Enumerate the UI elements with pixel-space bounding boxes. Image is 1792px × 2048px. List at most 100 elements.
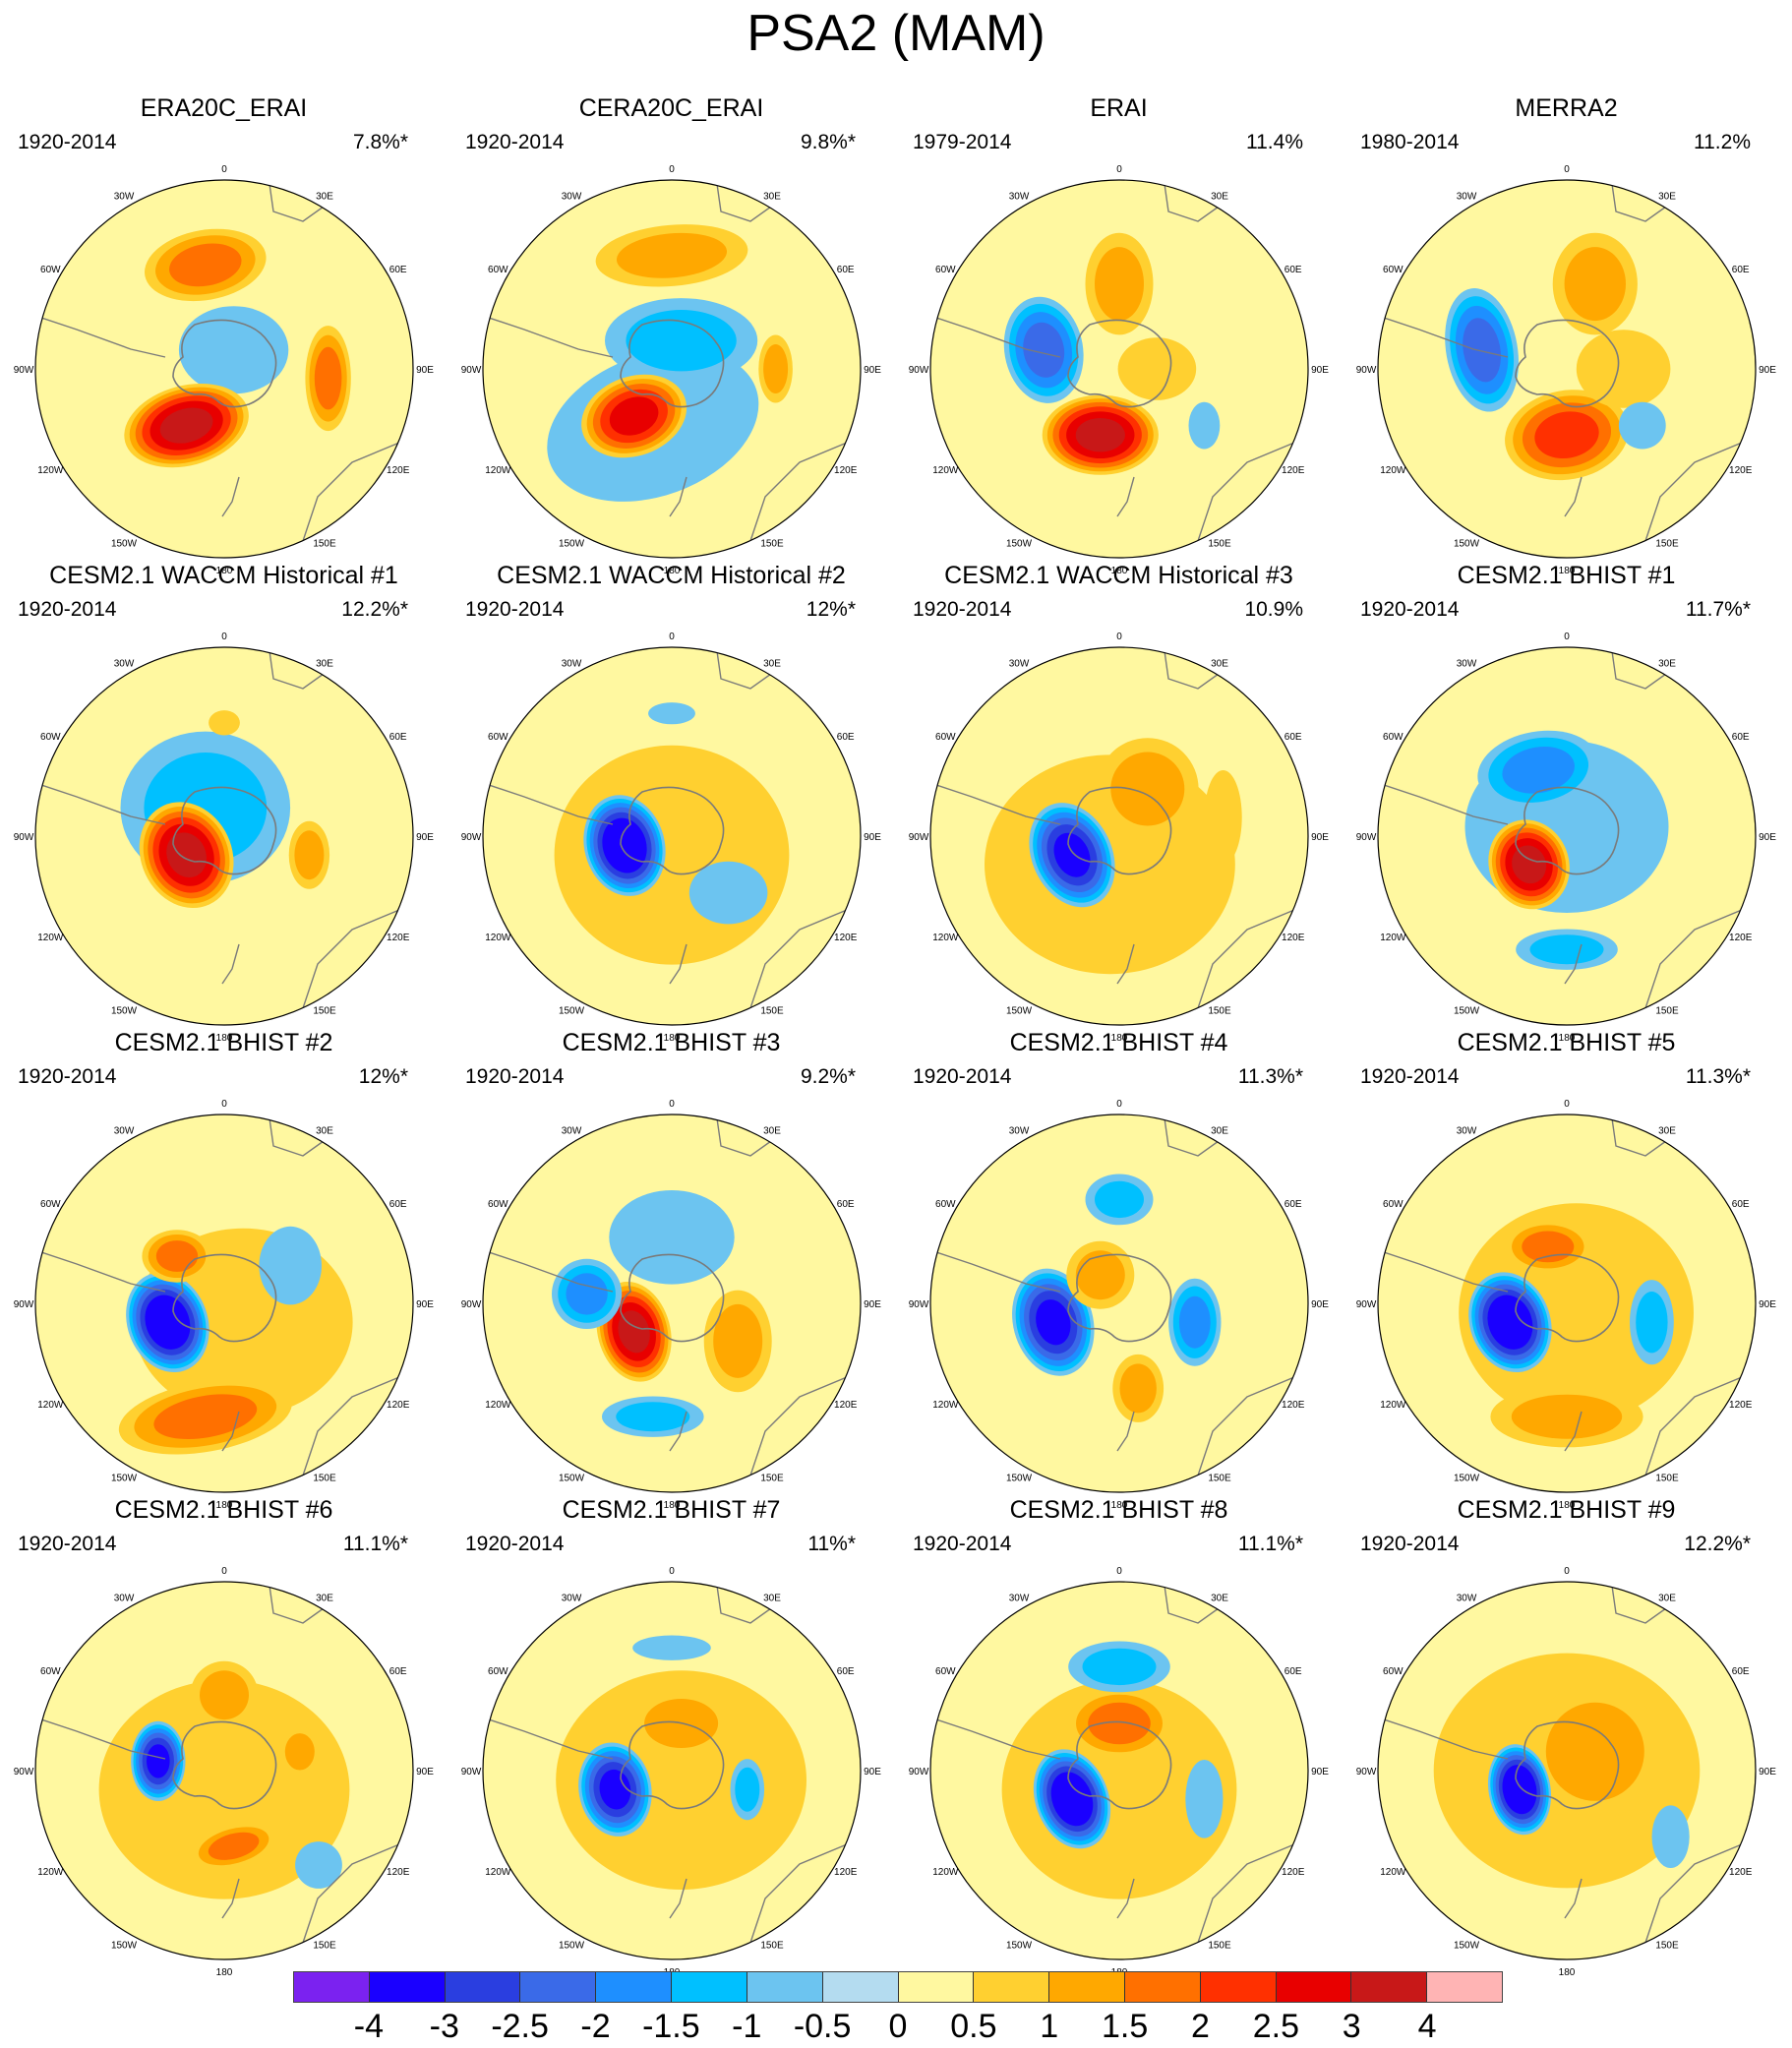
new-zealand-coastline <box>1116 1878 1135 1919</box>
longitude-tick-label: 150E <box>1655 1006 1679 1017</box>
polar-map: 0 30E 60E 90E 120E 150E 180 150W 120W 90W 60W 30W <box>14 164 435 576</box>
longitude-tick-label: 0 <box>1116 164 1122 175</box>
longitude-tick-label: 150W <box>559 1006 585 1017</box>
map-panel: CESM2.1 BHIST #2 1920-2014 12%* 0 30E 60E 90E 1… <box>0 1028 448 1511</box>
africa-coastline <box>268 1114 338 1157</box>
contour-region <box>1522 1231 1575 1263</box>
map-border <box>34 179 414 559</box>
colorbar-label: 0 <box>888 2008 908 2045</box>
longitude-tick-label: 30W <box>562 1125 582 1136</box>
longitude-tick-label: 120E <box>387 1867 410 1878</box>
australia-coastline <box>749 904 860 1009</box>
longitude-tick-label: 150W <box>1006 1941 1033 1952</box>
contour-region <box>1095 1180 1144 1219</box>
longitude-tick-label: 90W <box>461 832 482 843</box>
longitude-tick-label: 90E <box>416 1767 434 1777</box>
longitude-tick-label: 60E <box>1284 1199 1302 1210</box>
longitude-tick-label: 120W <box>485 1867 511 1878</box>
longitude-tick-label: 120W <box>37 933 64 943</box>
longitude-tick-label: 90E <box>1311 1299 1329 1310</box>
longitude-tick-label: 120E <box>1282 465 1305 476</box>
antarctica-coastline <box>1515 1253 1620 1343</box>
africa-coastline <box>1610 647 1681 690</box>
map-panel: CESM2.1 WACCM Historical #1 1920-2014 12.2… <box>0 561 448 1044</box>
longitude-tick-label: 120E <box>387 933 410 943</box>
longitude-tick-label: 120W <box>932 933 959 943</box>
longitude-tick-label: 90E <box>1311 365 1329 376</box>
longitude-tick-label: 90W <box>1356 1299 1377 1310</box>
contour-region <box>1095 247 1144 322</box>
longitude-tick-label: 150W <box>1454 1941 1480 1952</box>
longitude-tick-label: 150W <box>1454 1474 1480 1484</box>
longitude-tick-label: 0 <box>221 632 227 642</box>
contour-region <box>713 1303 763 1378</box>
longitude-tick-label: 90W <box>909 365 929 376</box>
longitude-tick-label: 30W <box>1457 1593 1477 1603</box>
contour-region <box>616 232 728 278</box>
africa-coastline <box>1163 1114 1233 1157</box>
longitude-tick-label: 150W <box>1454 1006 1480 1017</box>
colorbar-label: -2 <box>580 2008 611 2045</box>
longitude-tick-label: 120W <box>485 465 511 476</box>
contour-region <box>153 1394 258 1440</box>
south-america-coastline <box>930 314 1061 358</box>
longitude-tick-label: 90W <box>1356 365 1377 376</box>
longitude-tick-label: 0 <box>1116 1099 1122 1110</box>
longitude-tick-label: 150W <box>559 1941 585 1952</box>
longitude-tick-label: 30E <box>316 1125 333 1136</box>
colorbar-swatch <box>898 1972 975 2002</box>
new-zealand-coastline <box>1564 1411 1583 1452</box>
new-zealand-coastline <box>1564 943 1583 985</box>
longitude-tick-label: 90E <box>1311 832 1329 843</box>
south-america-coastline <box>930 1716 1061 1760</box>
longitude-tick-label: 30E <box>1211 1593 1228 1603</box>
contour-region <box>1001 1679 1237 1899</box>
panel-period: 1980-2014 <box>1360 131 1460 153</box>
panel-title: CESM2.1 BHIST #8 <box>1009 1496 1228 1524</box>
contour-region <box>169 243 242 287</box>
contour-region <box>1636 1292 1668 1354</box>
panel-period: 1920-2014 <box>1360 1533 1460 1555</box>
contour-region <box>1529 934 1604 965</box>
map-background <box>1378 180 1756 558</box>
longitude-tick-label: 150W <box>559 1474 585 1484</box>
longitude-tick-label: 150W <box>111 1474 138 1484</box>
map-border <box>34 1581 414 1960</box>
longitude-tick-label: 30E <box>1658 658 1676 669</box>
colorbar-label: 0.5 <box>950 2008 997 2045</box>
south-america-coastline <box>930 781 1061 825</box>
contour-region <box>295 1841 342 1889</box>
longitude-tick-label: 30E <box>1658 191 1676 202</box>
longitude-tick-label: 0 <box>669 632 675 642</box>
polar-map: 0 30E 60E 90E 120E 150E 180 150W 120W 90W 60W 30W <box>1356 1566 1777 1978</box>
panel-period: 1920-2014 <box>1360 1065 1460 1088</box>
panel-period: 1920-2014 <box>913 598 1012 621</box>
africa-coastline <box>1163 1582 1233 1624</box>
longitude-tick-label: 180 <box>216 566 233 576</box>
new-zealand-coastline <box>1116 1411 1135 1452</box>
panel-variance: 12.2%* <box>1684 1533 1751 1555</box>
panel-title: CESM2.1 BHIST #9 <box>1457 1496 1676 1524</box>
longitude-tick-label: 120W <box>1380 933 1406 943</box>
longitude-tick-label: 0 <box>669 164 675 175</box>
longitude-tick-label: 30W <box>562 1593 582 1603</box>
longitude-tick-label: 150E <box>1655 539 1679 550</box>
new-zealand-coastline <box>669 1878 687 1919</box>
colorbar-labels: -4 -3 -2.5 -2 -1.5 -1 -0.5 0 0.5 1 1.5 2 2.5 3 4 <box>293 2007 1503 2048</box>
panel-variance: 11.1%* <box>342 1533 408 1555</box>
contour-region <box>1618 401 1666 450</box>
longitude-tick-label: 30W <box>1009 1593 1030 1603</box>
map-border <box>482 646 862 1026</box>
australia-coastline <box>302 437 412 542</box>
new-zealand-coastline <box>1116 476 1135 517</box>
panel-period: 1920-2014 <box>465 131 565 153</box>
colorbar <box>293 1971 1503 2003</box>
africa-coastline <box>268 1582 338 1624</box>
longitude-tick-label: 180 <box>1559 1967 1576 1978</box>
longitude-tick-label: 30E <box>1658 1593 1676 1603</box>
colorbar-swatch <box>445 1972 521 2002</box>
longitude-tick-label: 30W <box>114 1125 135 1136</box>
africa-coastline <box>1163 180 1233 222</box>
australia-coastline <box>302 904 412 1009</box>
contour-region <box>632 1635 711 1660</box>
